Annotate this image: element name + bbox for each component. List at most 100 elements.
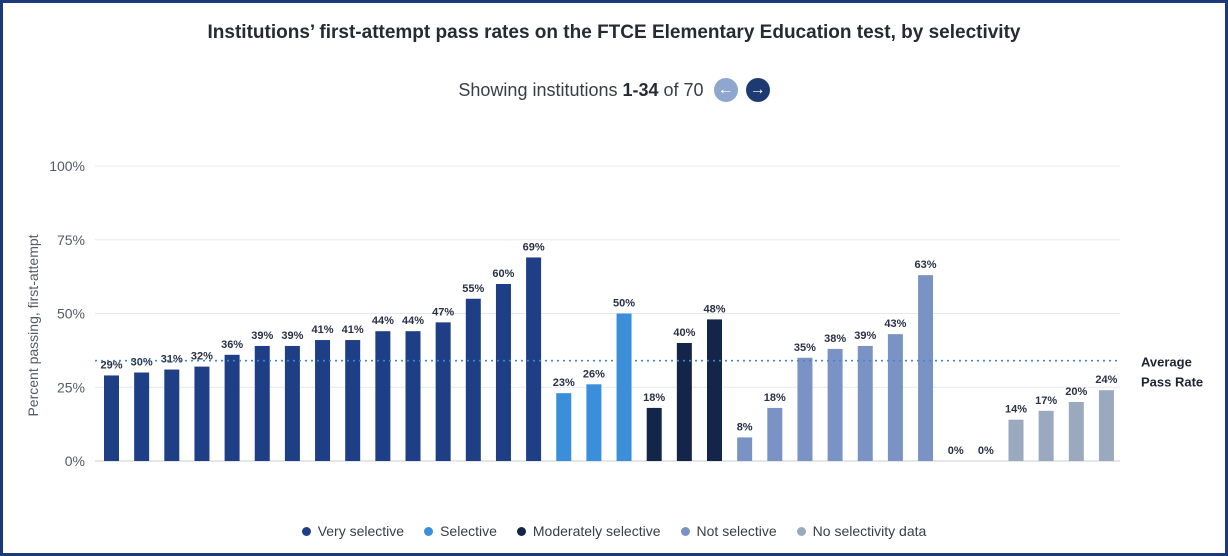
data-label: 55%	[462, 283, 484, 295]
legend-swatch	[424, 526, 434, 536]
y-tick-label: 0%	[65, 453, 85, 469]
legend-item: Very selective	[301, 523, 405, 539]
data-label: 23%	[553, 377, 575, 389]
data-label: 8%	[737, 421, 753, 433]
data-label: 69%	[523, 241, 545, 253]
bar	[887, 334, 903, 461]
bar	[465, 298, 481, 461]
data-label: 26%	[583, 368, 605, 380]
bar	[797, 357, 813, 461]
bar	[1098, 390, 1114, 461]
legend-swatch	[301, 526, 311, 536]
bar	[104, 375, 119, 461]
data-label: 24%	[1095, 374, 1117, 386]
bar	[737, 437, 753, 461]
bar	[194, 366, 210, 461]
legend-swatch	[796, 526, 806, 536]
data-label: 43%	[884, 318, 906, 330]
data-label: 44%	[402, 315, 424, 327]
bar	[918, 275, 934, 461]
data-label: 38%	[824, 333, 846, 345]
pager-prefix: Showing institutions	[458, 79, 618, 100]
bar	[707, 319, 722, 461]
legend-swatch	[680, 526, 690, 536]
prev-page-button[interactable]: ←	[713, 78, 738, 102]
data-label: 32%	[191, 351, 213, 363]
bar	[495, 284, 511, 461]
data-label: 63%	[915, 259, 937, 271]
data-label: 39%	[854, 330, 876, 342]
data-label: 60%	[492, 268, 514, 280]
y-tick-label: 25%	[57, 379, 85, 395]
legend-item: Moderately selective	[516, 523, 661, 539]
bar	[405, 331, 421, 461]
data-label: 39%	[251, 330, 273, 342]
bar	[284, 345, 300, 461]
legend-item: Not selective	[680, 523, 777, 539]
bar	[254, 345, 270, 461]
data-label: 47%	[432, 306, 454, 318]
data-label: 0%	[948, 445, 964, 457]
y-tick-label: 100%	[49, 158, 85, 174]
data-label: 20%	[1065, 386, 1087, 398]
legend-label: No selectivity data	[812, 523, 927, 539]
pager-range: 1-34	[622, 79, 659, 100]
data-label: 30%	[131, 357, 153, 369]
data-label: 29%	[100, 359, 122, 371]
arrow-left-icon: ←	[717, 81, 734, 98]
data-label: 44%	[372, 315, 394, 327]
legend-label: Not selective	[696, 523, 777, 539]
data-label: 0%	[978, 445, 994, 457]
data-label: 17%	[1035, 395, 1057, 407]
legend-label: Moderately selective	[532, 523, 661, 539]
bar	[767, 407, 783, 461]
chart-title: Institutions’ first-attempt pass rates o…	[207, 22, 1021, 43]
y-axis-label: Percent passing, first-attempt	[25, 234, 41, 416]
pagination: Showing institutions 1-34 of 70 ← →	[0, 78, 1228, 102]
bar	[224, 354, 240, 461]
data-label: 14%	[1005, 404, 1027, 416]
average-label: Pass Rate	[1141, 375, 1203, 390]
legend-swatch	[516, 526, 526, 536]
y-tick-label: 50%	[57, 306, 85, 322]
data-label: 35%	[794, 342, 816, 354]
bar	[164, 369, 180, 461]
bar	[435, 322, 451, 461]
legend-label: Very selective	[317, 523, 405, 539]
data-label: 36%	[221, 339, 243, 351]
data-label: 39%	[281, 330, 303, 342]
bar	[375, 331, 391, 461]
bar	[315, 340, 331, 461]
next-page-button[interactable]: →	[745, 78, 770, 102]
bar	[646, 407, 662, 461]
bar	[827, 348, 843, 461]
bar	[134, 372, 150, 461]
legend-label: Selective	[440, 523, 497, 539]
data-label: 18%	[764, 392, 786, 404]
bar	[556, 393, 572, 461]
legend-item: Selective	[424, 523, 497, 539]
arrow-right-icon: →	[749, 81, 766, 98]
data-label: 50%	[613, 298, 635, 310]
bar	[1038, 410, 1054, 461]
chart-legend: Very selective Selective Moderately select…	[0, 523, 1228, 539]
data-label: 41%	[342, 324, 364, 336]
data-label: 41%	[312, 324, 334, 336]
bar	[345, 340, 361, 461]
bar	[526, 257, 542, 461]
pager-suffix: of 70	[663, 79, 704, 100]
bar	[1008, 419, 1024, 461]
y-tick-label: 75%	[57, 232, 85, 248]
data-label: 31%	[161, 354, 183, 366]
legend-item: No selectivity data	[796, 523, 927, 539]
data-label: 40%	[673, 327, 695, 339]
bar	[586, 384, 602, 461]
bar	[676, 343, 692, 461]
bar	[857, 345, 873, 461]
data-label: 48%	[703, 303, 725, 315]
bar	[616, 313, 632, 461]
average-label: Average	[1141, 355, 1192, 370]
bar	[1068, 402, 1084, 461]
